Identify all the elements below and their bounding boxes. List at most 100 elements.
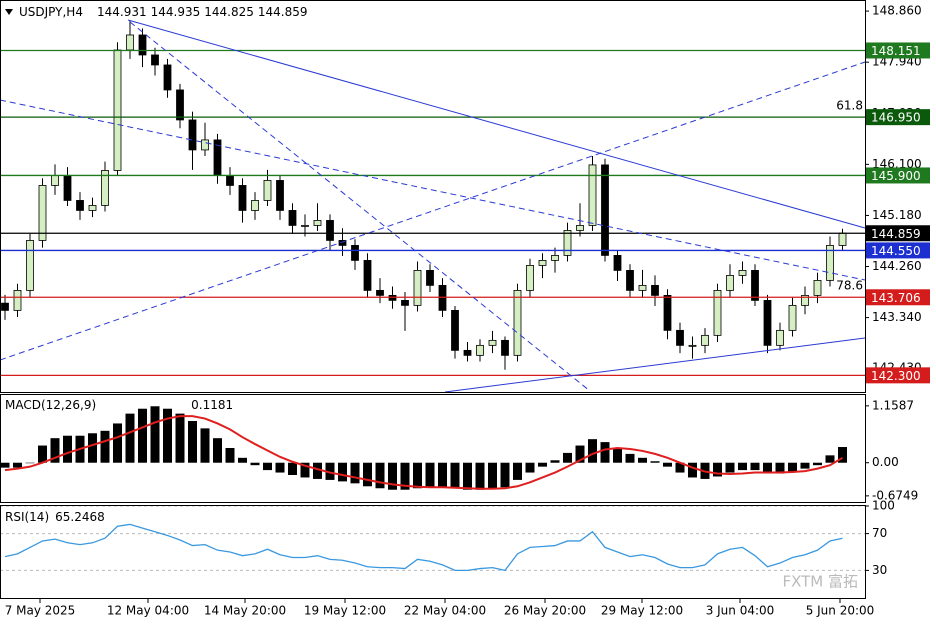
plot-area: 61.8 78.6 (0, 19, 865, 572)
candle-body (801, 294, 809, 306)
macd-bar (50, 438, 60, 463)
y-tick-label: 144.260 (872, 259, 922, 273)
rsi-frame (0, 505, 866, 599)
candle-body (401, 299, 409, 306)
macd-bar (813, 462, 822, 466)
candle-body (626, 270, 634, 291)
macd-bar (150, 406, 160, 463)
candle-body (238, 185, 247, 211)
price-tag (866, 289, 930, 306)
macd-bar (63, 435, 72, 463)
fib-label: 61.8 (836, 99, 863, 113)
macd-bar (175, 413, 185, 463)
macd-header: MACD(12,26,9) 0.1181 (5, 398, 233, 412)
candle-body (501, 339, 509, 356)
macd-bar (25, 462, 35, 464)
macd-bar (388, 462, 397, 490)
macd-bar (263, 462, 272, 471)
candle-body (676, 329, 684, 346)
quote-value: 144.859 (258, 5, 308, 19)
candle-body (476, 344, 484, 356)
candle-body (488, 339, 497, 346)
candle-body (263, 180, 272, 201)
candle-body (451, 309, 459, 351)
trend-line (0, 61, 866, 361)
candle-body (13, 289, 22, 311)
candle-body (838, 232, 847, 246)
price-tag-label: 145.900 (871, 169, 921, 183)
macd-bar (213, 438, 222, 463)
macd-bar (313, 462, 322, 479)
macd-bar (0, 462, 10, 468)
macd-bar (688, 462, 697, 478)
trend-line (127, 19, 866, 229)
trend-line (129, 21, 591, 392)
macd-bar (400, 462, 410, 490)
macd-frame (0, 394, 866, 503)
macd-bar (375, 462, 385, 489)
price-tag (866, 167, 930, 184)
fib-label: 78.6 (836, 279, 863, 293)
candle-body (276, 180, 284, 211)
price-tag (866, 225, 930, 242)
rsi-line (4, 523, 843, 572)
candle-body (188, 119, 197, 151)
menu-arrow[interactable] (5, 9, 13, 15)
price-tag-label: 143.706 (871, 291, 921, 305)
macd-signal-value: 0.1181 (191, 398, 233, 412)
macd-bar (800, 462, 810, 469)
macd-bar (825, 455, 835, 463)
macd-bar (725, 462, 735, 473)
macd-bar (663, 462, 672, 467)
macd-bar (488, 462, 497, 489)
x-tick-label: 26 May 20:00 (504, 604, 586, 618)
candle-body (351, 245, 359, 261)
macd-bar (650, 461, 660, 463)
frames (0, 0, 866, 599)
macd-bar (525, 462, 535, 473)
y-tick-label: 146.100 (872, 157, 922, 171)
macd-bar (775, 462, 785, 474)
candle-body (513, 289, 522, 356)
symbol: USDJPY,H4 (19, 5, 83, 19)
price-tag-label: 142.300 (871, 369, 921, 383)
candle-body (826, 245, 834, 281)
macd-bar (425, 462, 435, 488)
candle-body (763, 299, 772, 346)
macd-bar (713, 462, 722, 477)
candle-body (313, 220, 322, 226)
candle-body (426, 270, 434, 286)
x-tick-label: 3 Jun 04:00 (706, 604, 775, 618)
macd-name: MACD(12,26,9) (5, 398, 96, 412)
macd-bar (38, 445, 47, 463)
macd-bar (13, 462, 22, 468)
macd-bar (450, 462, 460, 489)
rsi-header: RSI(14) 65.2468 (5, 510, 105, 524)
candle-body (1, 302, 9, 311)
y-tick-label: 30 (872, 563, 887, 577)
candle-body (651, 284, 659, 296)
candle-body (226, 175, 234, 186)
macd-bar (563, 452, 572, 463)
x-tick-label: 14 May 20:00 (204, 604, 286, 618)
macd-bar (463, 462, 472, 490)
macd-bar (788, 462, 797, 472)
candle-body (338, 240, 347, 246)
price-frame (0, 0, 866, 393)
y-tick-label: 100 (872, 499, 895, 513)
price-tag-label: 144.550 (871, 244, 921, 258)
macd-bar (550, 460, 560, 463)
price-tag (866, 242, 930, 259)
macd-bar (238, 457, 247, 463)
candle-body (363, 260, 372, 291)
macd-bar (88, 433, 97, 463)
macd-bar (250, 462, 260, 466)
candle-body (76, 200, 84, 211)
x-tick-label: 29 May 12:00 (601, 604, 683, 618)
candle-body (163, 64, 172, 91)
candle-body (251, 200, 259, 211)
rsi-value: 65.2468 (55, 510, 105, 524)
macd-bar (575, 445, 585, 463)
candle-body (738, 270, 747, 276)
trend-line (0, 99, 866, 281)
